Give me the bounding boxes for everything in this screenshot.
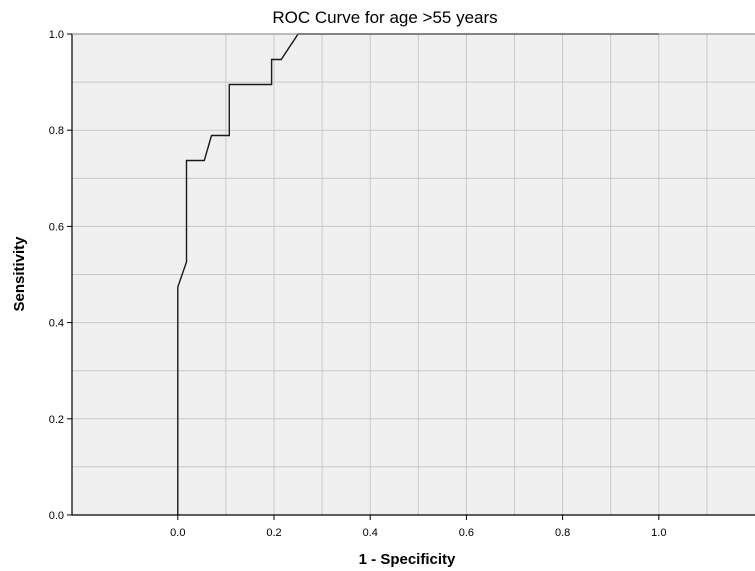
x-tick-label: 0.4 [363,527,378,539]
grid-layer [72,34,755,515]
chart-title: ROC Curve for age >55 years [272,8,497,27]
axis-layer: 0.0 0.2 0.4 0.6 0.8 1.0 0.0 0.2 0.4 0.6 0.8 1.0 [49,29,755,539]
y-tick-label: 1.0 [49,29,64,41]
y-tick-label: 0.6 [49,221,64,233]
x-tick-label: 0.2 [266,527,281,539]
roc-curve-line [177,33,659,515]
x-tick-label: 0.0 [170,527,185,539]
y-tick-label: 0.4 [49,318,64,330]
y-tick-label: 0.8 [49,125,64,137]
y-tick-label: 0.2 [49,414,64,426]
series-layer [177,33,659,515]
x-axis-label: 1 - Specificity [359,551,456,568]
y-axis-label: Sensitivity [11,236,28,312]
x-tick-label: 1.0 [651,527,666,539]
x-tick-label: 0.8 [555,527,570,539]
y-tick-label: 0.0 [49,510,64,522]
x-tick-label: 0.6 [459,527,474,539]
